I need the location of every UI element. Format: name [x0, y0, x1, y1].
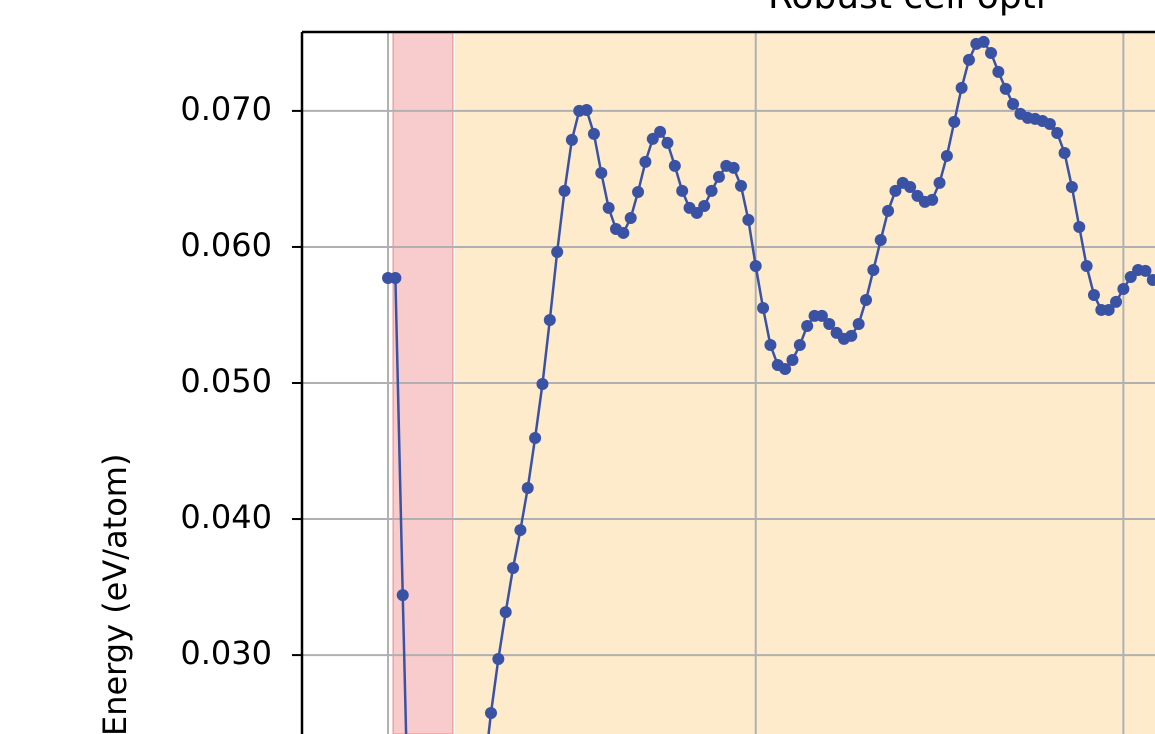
data-point	[595, 166, 608, 179]
data-point	[529, 431, 542, 444]
data-point	[1058, 146, 1071, 159]
data-point	[735, 179, 748, 192]
data-point	[1146, 274, 1155, 287]
data-point	[1007, 97, 1020, 110]
data-point	[904, 180, 917, 193]
data-point	[705, 184, 718, 197]
data-point	[889, 184, 902, 197]
data-point	[543, 314, 556, 327]
data-point	[764, 339, 777, 352]
data-point	[668, 159, 681, 172]
data-point	[940, 149, 953, 162]
data-point	[985, 46, 998, 59]
data-point	[933, 176, 946, 189]
data-point	[632, 185, 645, 198]
data-point	[874, 234, 887, 247]
data-point	[742, 213, 755, 226]
data-point	[1073, 220, 1086, 233]
data-point	[661, 136, 674, 149]
y-tick-label: 0.030	[180, 634, 272, 672]
y-tick-label: 0.060	[180, 226, 272, 264]
data-point	[580, 103, 593, 116]
data-point	[1117, 282, 1130, 295]
data-point	[499, 606, 512, 619]
data-point	[779, 362, 792, 375]
y-axis-label: Energy (eV/atom)	[96, 454, 134, 734]
data-point	[565, 133, 578, 146]
data-point	[551, 245, 564, 258]
data-point	[860, 294, 873, 307]
y-tick-label: 0.070	[180, 90, 272, 128]
data-point	[926, 193, 939, 206]
data-point	[507, 562, 520, 575]
data-point	[955, 81, 968, 94]
data-point	[948, 115, 961, 128]
data-point	[727, 161, 740, 174]
data-point	[558, 184, 571, 197]
data-point	[852, 317, 865, 330]
y-tick-label: 0.050	[180, 362, 272, 400]
data-point	[712, 170, 725, 183]
data-point	[602, 201, 615, 214]
data-point	[617, 226, 630, 239]
data-point	[845, 329, 858, 342]
plot-area	[302, 32, 1155, 734]
data-point	[389, 271, 402, 284]
data-point	[484, 707, 497, 720]
data-point	[815, 309, 828, 322]
data-point	[536, 377, 549, 390]
y-tick-label: 0.040	[180, 498, 272, 536]
data-point	[992, 65, 1005, 78]
data-point	[654, 125, 667, 138]
data-point	[624, 211, 637, 224]
data-point	[867, 263, 880, 276]
data-point	[793, 339, 806, 352]
data-point	[639, 155, 652, 168]
data-point	[1051, 126, 1064, 139]
data-point	[823, 317, 836, 330]
data-point	[1065, 180, 1078, 193]
data-point	[587, 127, 600, 140]
data-point	[801, 319, 814, 332]
data-point	[396, 589, 409, 602]
data-point	[492, 653, 505, 666]
chart-title: Robust cell opti	[768, 0, 1046, 17]
data-point	[676, 184, 689, 197]
data-point	[999, 82, 1012, 95]
data-point	[962, 53, 975, 66]
data-point	[1043, 117, 1056, 130]
data-point	[514, 524, 527, 537]
data-point	[1102, 303, 1115, 316]
data-point	[1080, 260, 1093, 272]
data-point	[698, 200, 711, 213]
data-point	[521, 482, 534, 495]
data-point	[1139, 264, 1152, 277]
data-point	[1087, 288, 1100, 301]
data-point	[757, 302, 770, 315]
data-point	[786, 354, 799, 367]
data-point	[1110, 295, 1123, 308]
data-point	[882, 204, 895, 217]
data-point	[977, 35, 990, 48]
data-point	[749, 260, 762, 272]
